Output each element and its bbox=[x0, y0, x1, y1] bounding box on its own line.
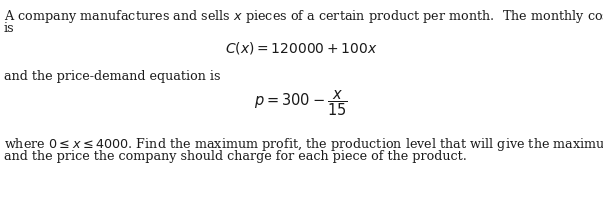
Text: is: is bbox=[4, 22, 14, 35]
Text: $p = 300 - \dfrac{x}{15}$: $p = 300 - \dfrac{x}{15}$ bbox=[254, 88, 348, 118]
Text: and the price-demand equation is: and the price-demand equation is bbox=[4, 70, 221, 83]
Text: $C(x) = 120000 + 100x$: $C(x) = 120000 + 100x$ bbox=[225, 40, 377, 56]
Text: A company manufactures and sells $x$ pieces of a certain product per month.  The: A company manufactures and sells $x$ pie… bbox=[4, 8, 603, 25]
Text: and the price the company should charge for each piece of the product.: and the price the company should charge … bbox=[4, 150, 467, 163]
Text: where $0 \leq x \leq 4000$. Find the maximum profit, the production level that w: where $0 \leq x \leq 4000$. Find the max… bbox=[4, 136, 603, 153]
